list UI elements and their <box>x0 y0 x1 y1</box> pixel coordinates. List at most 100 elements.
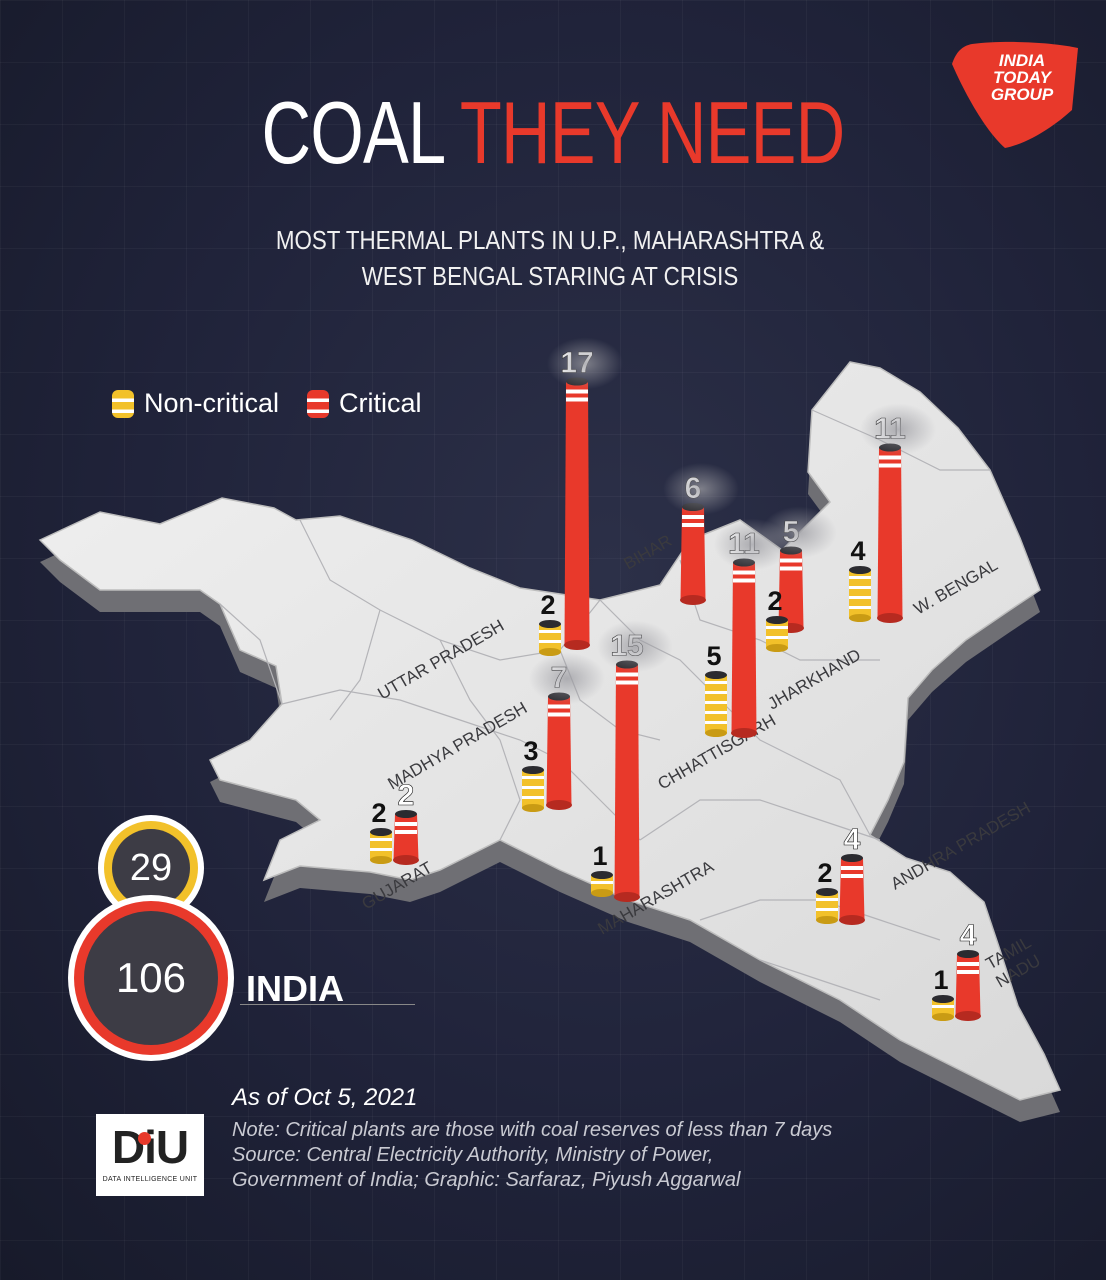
noncritical-chimney <box>370 828 392 864</box>
critical-chimney <box>614 660 640 902</box>
critical-chimney-body <box>877 447 903 618</box>
noncritical-chimney-body <box>539 624 561 652</box>
chimney-base <box>591 889 613 897</box>
title-red: THEY NEED <box>459 83 845 182</box>
chimney-stripe <box>395 822 417 826</box>
noncritical-swatch-icon <box>112 389 134 418</box>
chimney-stripe <box>705 721 727 724</box>
chimney-stripe <box>616 680 638 685</box>
critical-count-label: 2 <box>398 779 415 812</box>
critical-count-label: 4 <box>960 919 977 952</box>
smoke-icon <box>860 403 936 456</box>
smoke-icon <box>597 620 673 673</box>
noncritical-count-label: 2 <box>540 590 555 620</box>
india-today-logo <box>952 41 1078 149</box>
critical-chimney <box>877 443 903 623</box>
noncritical-count-label: 3 <box>523 736 538 766</box>
chimney-base <box>564 640 590 650</box>
noncritical-count-label: 2 <box>817 858 832 888</box>
critical-chimney <box>731 558 757 738</box>
subtitle: MOST THERMAL PLANTS IN U.P., MAHARASHTRA… <box>206 222 894 294</box>
chimney-stripe <box>849 586 871 589</box>
noncritical-chimney <box>816 888 838 924</box>
chimney-stripe <box>705 691 727 694</box>
chimney-stripe <box>591 881 613 884</box>
chimney-stripe <box>766 636 788 639</box>
chimney-stripe <box>522 796 544 799</box>
chimney-stripe <box>879 463 901 468</box>
footer-source-2: Government of India; Graphic: Sarfaraz, … <box>232 1169 741 1191</box>
noncritical-chimney-body <box>370 832 392 860</box>
noncritical-chimney <box>705 671 727 737</box>
noncritical-total-value: 29 <box>112 829 190 907</box>
chimney-base <box>932 1013 954 1021</box>
chimney-base <box>680 595 706 605</box>
chimney-stripe <box>548 712 570 717</box>
totals-label: INDIA <box>246 968 344 1009</box>
chimney-stripe <box>841 866 863 870</box>
chimney-base <box>705 729 727 737</box>
subtitle-line-2: WEST BENGAL STARING AT CRISIS <box>361 261 739 291</box>
diu-dot-icon <box>138 1132 151 1145</box>
noncritical-count-label: 1 <box>592 841 607 871</box>
chimney-stripe <box>566 389 588 394</box>
chimney-mouth <box>395 810 417 818</box>
chimney-base <box>839 915 865 925</box>
chimney-mouth <box>766 616 788 624</box>
chimney-base <box>816 916 838 924</box>
chimney-mouth <box>522 766 544 774</box>
noncritical-chimney <box>932 995 954 1021</box>
footer-note: Note: Critical plants are those with coa… <box>232 1119 833 1141</box>
brand-line: TODAY <box>993 68 1051 87</box>
chimney-stripe <box>841 874 863 878</box>
chimney-stripe <box>548 704 570 709</box>
chimney-stripe <box>705 711 727 714</box>
chimney-mouth <box>841 854 863 862</box>
critical-chimney <box>955 950 981 1021</box>
chimney-stripe <box>539 640 561 643</box>
smoke-icon <box>663 463 739 515</box>
chimney-mouth <box>957 950 979 958</box>
chimney-base <box>766 644 788 652</box>
footer-source-1: Source: Central Electricity Authority, M… <box>232 1144 714 1166</box>
noncritical-count-label: 4 <box>850 536 865 566</box>
chimney-stripe <box>733 570 755 575</box>
diu-logo-text: DiU <box>111 1121 189 1173</box>
label-andhra-pradesh: ANDHRA PRADESH <box>888 798 1034 893</box>
chimney-layer: 17261155211473151224241 <box>370 337 981 1021</box>
chimney-mouth <box>849 566 871 574</box>
footer-date: As of Oct 5, 2021 <box>232 1084 418 1111</box>
india-today-logo-text: INDIA TODAY GROUP <box>972 52 1072 103</box>
smoke-icon <box>761 506 837 559</box>
brand-line: INDIA <box>998 51 1046 70</box>
chimney-base <box>546 800 572 810</box>
chimney-stripe <box>370 838 392 841</box>
critical-chimney-body <box>839 858 865 920</box>
chimney-base <box>731 728 757 738</box>
chimney-mouth <box>705 671 727 679</box>
critical-chimney-body <box>955 954 981 1016</box>
noncritical-chimney <box>522 766 544 812</box>
chimney-stripe <box>849 576 871 579</box>
critical-chimney <box>839 854 865 925</box>
critical-chimney-body <box>393 814 419 860</box>
critical-swatch-icon <box>307 389 330 418</box>
chimney-stripe <box>705 701 727 704</box>
legend-critical-label: Critical <box>339 388 422 418</box>
totals-divider <box>240 1004 415 1005</box>
chimney-stripe <box>566 397 588 402</box>
critical-count-label: 4 <box>844 823 861 856</box>
chimney-base <box>877 613 903 623</box>
chimney-stripe <box>395 830 417 834</box>
chimney-stripe <box>932 1005 954 1008</box>
chimney-stripe <box>766 626 788 629</box>
label-bihar: BIHAR <box>621 531 676 573</box>
critical-chimney-body <box>731 562 757 733</box>
chimney-stripe <box>682 523 704 527</box>
chimney-stripe <box>616 672 638 677</box>
chimney-base <box>614 892 640 902</box>
noncritical-chimney-body <box>766 620 788 648</box>
critical-chimney-body <box>680 507 706 600</box>
